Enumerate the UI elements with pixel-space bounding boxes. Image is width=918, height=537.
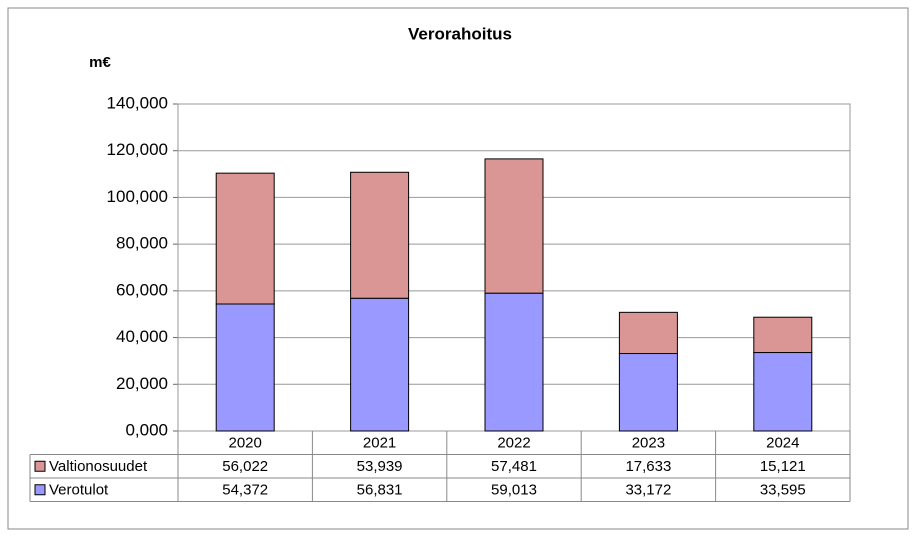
y-tick-label: 40,000 [116,327,168,346]
table-value: 57,481 [491,458,537,475]
bar-segment [350,171,410,299]
legend-label: Valtionosuudet [49,458,148,475]
x-tick-label: 2020 [229,435,262,452]
chart-title: Verorahoitus [408,24,512,43]
x-tick-label: 2024 [766,435,799,452]
table-value: 53,939 [357,458,403,475]
chart-frame [7,7,909,530]
y-tick-label: 80,000 [116,234,168,253]
bar-segment [484,158,544,294]
y-tick-label: 140,000 [107,93,168,112]
bar-segment [484,292,544,432]
y-tick-label: 0,000 [125,420,168,439]
table-value: 54,372 [222,482,268,499]
bar-segment [753,352,813,432]
y-tick-label: 20,000 [116,374,168,393]
legend-label: Verotulot [49,482,109,499]
table-value: 56,022 [222,458,268,475]
bar-segment [215,172,275,305]
bar-segment [350,297,410,432]
bar-segment [215,303,275,432]
table-value: 33,172 [625,482,671,499]
table-value: 17,633 [625,458,671,475]
legend-swatch [34,460,46,472]
table-value: 33,595 [760,482,806,499]
table-value: 15,121 [760,458,806,475]
table-value: 56,831 [357,482,403,499]
x-tick-label: 2023 [632,435,665,452]
x-tick-label: 2021 [363,435,396,452]
bar-segment [618,311,678,355]
y-tick-label: 100,000 [107,187,168,206]
x-tick-label: 2022 [497,435,530,452]
y-tick-label: 60,000 [116,280,168,299]
y-axis-label: m€ [89,54,111,71]
bar-segment [753,316,813,354]
table-value: 59,013 [491,482,537,499]
legend-swatch [34,484,46,496]
bar-segment [618,353,678,432]
y-tick-label: 120,000 [107,140,168,159]
